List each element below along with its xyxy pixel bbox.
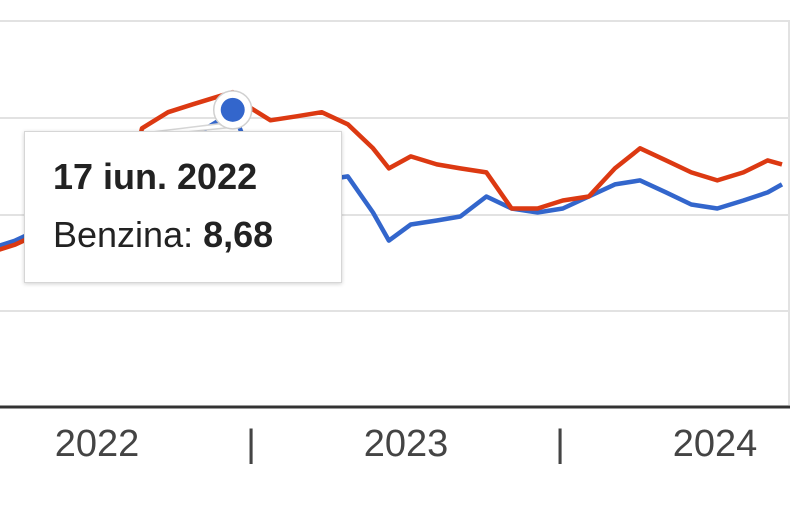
tooltip-value: 8,68 bbox=[203, 214, 274, 255]
hover-marker-dot[interactable] bbox=[220, 97, 245, 122]
tooltip-value-row: Benzina: 8,68 bbox=[53, 214, 273, 256]
hover-layer bbox=[151, 90, 253, 133]
tooltip: 17 iun. 2022 Benzina: 8,68 bbox=[24, 131, 342, 283]
tooltip-date: 17 iun. 2022 bbox=[53, 156, 258, 197]
x-axis-ticks: 2022 2023 2024 | | bbox=[55, 423, 758, 465]
x-tick-label: 2023 bbox=[364, 423, 449, 465]
x-tick-label: 2024 bbox=[673, 423, 758, 465]
series-line-red bbox=[0, 89, 783, 252]
x-minor-tick-mark: | bbox=[246, 423, 256, 465]
tooltip-series-label: Benzina: bbox=[53, 214, 194, 255]
x-minor-tick-mark: | bbox=[555, 423, 565, 465]
x-tick-label: 2022 bbox=[55, 423, 140, 465]
